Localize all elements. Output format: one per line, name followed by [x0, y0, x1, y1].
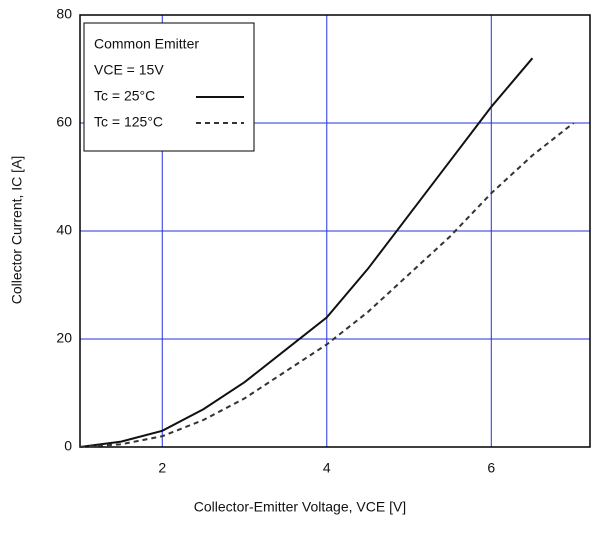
y-tick-label: 80 [56, 6, 72, 22]
x-tick-label: 2 [158, 460, 166, 476]
legend-label: Tc = 125°C [94, 114, 163, 130]
y-tick-label: 40 [56, 222, 72, 238]
y-tick-label: 0 [64, 438, 72, 454]
x-axis-label: Collector-Emitter Voltage, VCE [V] [194, 499, 406, 515]
series-line [79, 122, 575, 448]
x-tick-label: 6 [487, 460, 495, 476]
plot-frame [79, 14, 591, 448]
legend-label: Tc = 25°C [94, 88, 155, 104]
legend-title: Common Emitter [94, 36, 199, 52]
y-tick-label: 20 [56, 330, 72, 346]
y-tick-label: 60 [56, 114, 72, 130]
legend-box [83, 22, 255, 152]
legend-note: VCE = 15V [94, 62, 164, 78]
series-line [79, 57, 534, 448]
y-axis-label: Collector Current, IC [A] [9, 156, 25, 305]
x-tick-label: 4 [323, 460, 331, 476]
